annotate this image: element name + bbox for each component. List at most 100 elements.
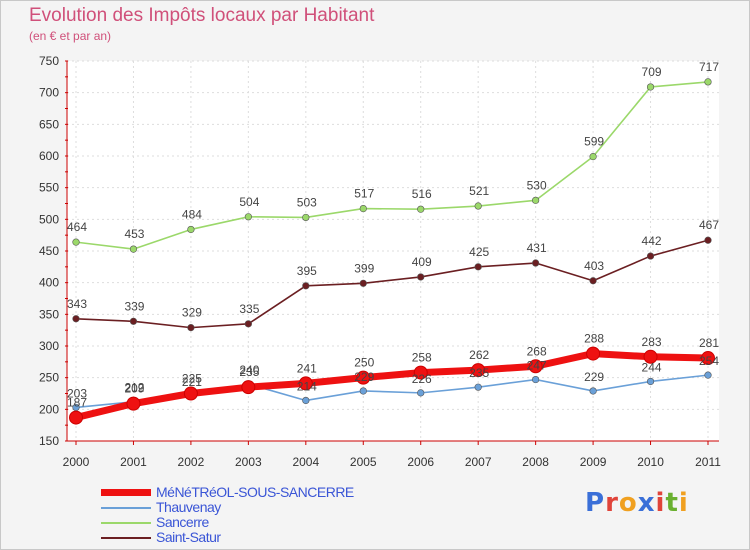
data-point <box>532 375 540 384</box>
chart-subtitle: (en € et par an) <box>29 29 112 43</box>
data-point <box>589 387 597 395</box>
y-tick-label: 500 <box>39 212 59 226</box>
series-layer <box>69 78 715 425</box>
legend-item: MéNéTRéOL-SOUS-SANCERRE <box>101 484 421 500</box>
data-point <box>129 245 138 253</box>
data-label: 226 <box>412 372 432 386</box>
data-label: 343 <box>67 297 87 311</box>
data-label: 229 <box>584 370 604 384</box>
data-label: 235 <box>469 366 489 380</box>
data-label: 283 <box>642 335 662 349</box>
data-label: 235 <box>239 365 259 379</box>
data-label: 399 <box>354 261 374 275</box>
logo-letter: t <box>665 488 679 518</box>
series-line-0 <box>72 350 712 422</box>
data-label: 240 <box>239 363 259 377</box>
y-tick-label: 600 <box>39 149 59 163</box>
data-point <box>298 376 313 391</box>
legend-swatch <box>101 537 151 539</box>
data-point <box>183 386 198 401</box>
y-tick-label: 650 <box>39 117 59 131</box>
data-label: 425 <box>469 245 489 259</box>
data-point <box>474 383 482 391</box>
data-label: 335 <box>239 302 259 316</box>
x-tick-label: 2008 <box>522 455 549 469</box>
data-label: 329 <box>182 306 202 320</box>
legend-label: Thauvenay <box>156 499 221 515</box>
legend-swatch <box>101 489 151 496</box>
data-point <box>589 153 597 161</box>
y-tick-label: 250 <box>39 371 59 385</box>
data-label: 258 <box>412 351 432 365</box>
data-point <box>413 365 428 380</box>
x-tick-label: 2002 <box>178 455 205 469</box>
data-point <box>69 410 83 425</box>
data-label: 225 <box>182 372 202 386</box>
grid-layer <box>67 60 719 442</box>
data-label: 212 <box>124 381 144 395</box>
data-point <box>241 380 256 395</box>
data-point <box>126 396 141 411</box>
data-point <box>474 202 482 210</box>
data-point <box>471 363 486 378</box>
data-label: 403 <box>584 259 604 273</box>
y-tick-label: 700 <box>39 86 59 100</box>
data-point <box>187 324 195 332</box>
y-tick-label: 200 <box>39 402 59 416</box>
data-label: 229 <box>354 370 374 384</box>
y-tick-label: 750 <box>39 54 59 68</box>
data-point <box>356 370 371 385</box>
data-label: 281 <box>699 336 719 350</box>
data-point <box>72 315 80 323</box>
data-point <box>302 213 310 222</box>
data-label: 247 <box>527 359 547 373</box>
data-point <box>701 351 715 366</box>
data-label: 599 <box>584 135 604 149</box>
legend-label: MéNéTRéOL-SOUS-SANCERRE <box>156 484 354 500</box>
x-tick-label: 2010 <box>637 455 664 469</box>
data-point <box>359 387 367 395</box>
legend-label: Sancerre <box>156 514 209 530</box>
data-label: 503 <box>297 195 317 209</box>
x-tick-label: 2006 <box>407 455 434 469</box>
data-point <box>704 78 712 86</box>
series-line-2 <box>75 81 709 250</box>
data-label: 453 <box>124 227 144 241</box>
x-tick-label: 2011 <box>695 455 721 469</box>
data-label: 288 <box>584 332 604 346</box>
data-point <box>704 371 712 379</box>
data-point <box>359 204 367 213</box>
x-tick-label: 2007 <box>465 455 492 469</box>
legend: MéNéTRéOL-SOUS-SANCERRE Thauvenay Sancerre… <box>101 484 421 545</box>
data-label: 268 <box>527 344 547 358</box>
y-tick-label: 350 <box>39 307 59 321</box>
y-tick-label: 450 <box>39 244 59 258</box>
y-tick-label: 150 <box>39 434 59 448</box>
data-label: 241 <box>297 361 317 375</box>
data-label: 203 <box>67 386 87 400</box>
logo-letter: i <box>655 488 666 518</box>
logo-letter: o <box>618 488 638 518</box>
x-tick-label: 2005 <box>350 455 377 469</box>
data-point <box>589 277 597 285</box>
data-label: 717 <box>699 60 719 74</box>
data-label: 504 <box>239 195 259 209</box>
data-label: 409 <box>412 255 432 269</box>
data-label: 214 <box>297 379 317 393</box>
legend-item: Saint-Satur <box>101 529 421 545</box>
data-label: 517 <box>354 187 374 201</box>
data-label: 209 <box>124 382 144 396</box>
data-point <box>528 359 543 374</box>
data-point <box>474 263 482 271</box>
legend-item: Thauvenay <box>101 499 421 515</box>
data-label: 467 <box>699 218 719 232</box>
data-point <box>586 346 601 361</box>
x-tick-label: 2000 <box>63 455 90 469</box>
data-point <box>417 273 425 281</box>
data-label: 250 <box>354 356 374 370</box>
logo-letter: i <box>678 488 689 518</box>
series-line-3 <box>75 239 709 329</box>
data-point <box>244 320 252 328</box>
y-tick-label: 400 <box>39 276 59 290</box>
data-point <box>646 83 655 91</box>
